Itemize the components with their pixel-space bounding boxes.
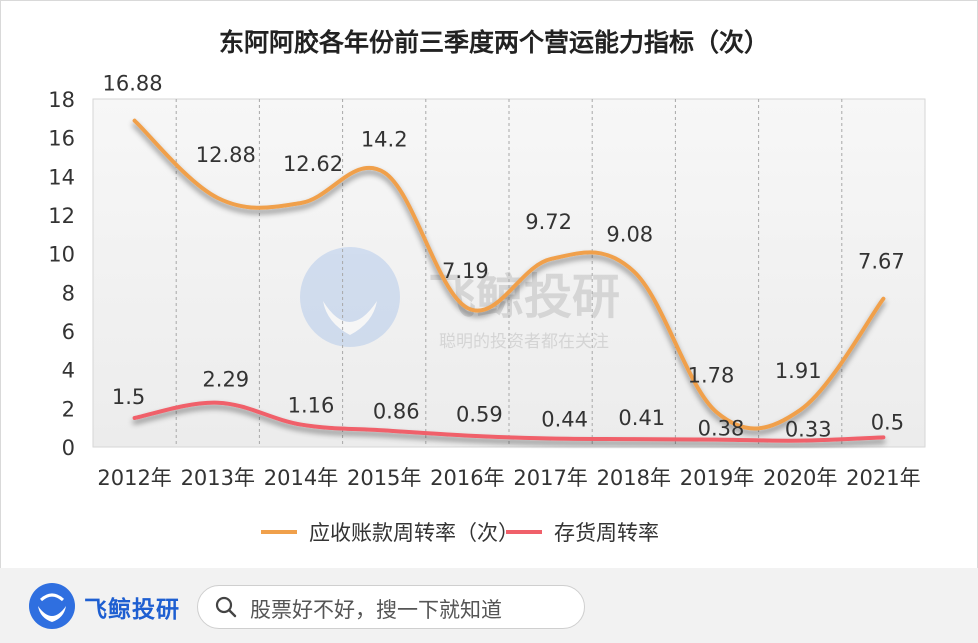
legend-label: 存货周转率: [554, 521, 659, 545]
y-tick-label: 0: [62, 436, 75, 460]
data-point: [133, 416, 137, 420]
x-tick-label: 2012年: [97, 466, 171, 490]
data-point: [382, 428, 386, 432]
data-point: [299, 201, 303, 205]
data-point: [216, 196, 220, 200]
x-tick-label: 2015年: [347, 466, 421, 490]
search-icon[interactable]: [214, 595, 238, 619]
data-point: [216, 401, 220, 405]
y-tick-label: 2: [62, 397, 75, 421]
data-label: 7.67: [858, 250, 905, 274]
data-label: 7.19: [442, 259, 489, 283]
data-label: 1.91: [775, 359, 822, 383]
y-tick-label: 6: [62, 320, 75, 344]
data-point: [881, 435, 885, 439]
whale-logo-icon[interactable]: [28, 582, 76, 630]
data-label: 0.38: [698, 417, 745, 441]
data-label: 2.29: [202, 368, 249, 392]
brand-name[interactable]: 飞鲸投研: [84, 597, 180, 623]
x-tick-label: 2014年: [264, 466, 338, 490]
grid: [175, 99, 843, 447]
data-label: 9.72: [525, 210, 572, 234]
x-tick-label: 2016年: [430, 466, 504, 490]
watermark: 飞鲸投研 聪明的投资者都在关注: [300, 247, 620, 352]
data-point: [549, 436, 553, 440]
series-line: [132, 400, 886, 443]
whale-logo-watermark: [300, 247, 400, 347]
search-input[interactable]: 股票好不好，搜一下就知道: [197, 585, 585, 629]
y-tick-label: 18: [48, 88, 75, 112]
chart-frame: 东阿阿胶各年份前三季度两个营运能力指标（次） 飞鲸投研 聪明的投资者都在关注 0…: [0, 0, 978, 569]
data-point: [465, 306, 469, 310]
legend-label: 应收账款周转率（次）: [309, 521, 519, 545]
data-point: [632, 269, 636, 273]
data-label: 0.44: [541, 407, 588, 431]
data-label: 1.16: [288, 394, 335, 418]
watermark-slogan: 聪明的投资者都在关注: [439, 332, 609, 352]
data-label: 1.5: [112, 385, 145, 409]
data-point: [881, 297, 885, 301]
x-tick-label: 2017年: [513, 466, 587, 490]
y-tick-label: 14: [48, 165, 75, 189]
x-tick-label: 2013年: [181, 466, 255, 490]
data-point: [715, 411, 719, 415]
data-point: [549, 257, 553, 261]
data-point: [715, 438, 719, 442]
y-axis: 0 2 4 6 8 10 12 14 16 18: [48, 88, 75, 460]
data-labels: 16.88 12.88 12.62 14.2 7.19 9.72 9.08 1.78 1.91 7…: [103, 72, 905, 442]
data-point: [798, 439, 802, 443]
data-label: 0.33: [785, 418, 832, 442]
line-chart: 东阿阿胶各年份前三季度两个营运能力指标（次） 飞鲸投研 聪明的投资者都在关注 0…: [48, 28, 926, 545]
data-point: [382, 170, 386, 174]
data-label: 12.88: [196, 143, 256, 167]
y-tick-label: 16: [48, 127, 75, 151]
x-tick-label: 2020年: [763, 466, 837, 490]
x-tick-label: 2021年: [846, 466, 920, 490]
legend: 应收账款周转率（次） 存货周转率: [261, 521, 659, 545]
x-tick-label: 2018年: [597, 466, 671, 490]
data-label: 0.86: [373, 399, 420, 423]
data-point: [798, 408, 802, 412]
x-axis: 2012年 2013年 2014年 2015年 2016年 2017年 2018年 2019年…: [97, 466, 920, 490]
data-label: 16.88: [103, 72, 163, 96]
x-tick-label: 2019年: [680, 466, 754, 490]
series-lines: [132, 118, 886, 443]
data-label: 0.41: [618, 406, 665, 430]
chart-title: 东阿阿胶各年份前三季度两个营运能力指标（次）: [219, 28, 769, 57]
data-label: 0.59: [456, 403, 503, 427]
data-label: 14.2: [361, 127, 408, 151]
data-label: 12.62: [283, 152, 343, 176]
data-point: [465, 434, 469, 438]
y-tick-label: 10: [48, 243, 75, 267]
y-tick-label: 12: [48, 204, 75, 228]
data-point: [632, 437, 636, 441]
y-tick-label: 4: [62, 359, 75, 383]
y-tick-label: 8: [62, 281, 75, 305]
data-label: 1.78: [688, 364, 735, 388]
data-point: [133, 119, 137, 123]
search-placeholder: 股票好不好，搜一下就知道: [250, 598, 502, 622]
data-point: [299, 423, 303, 427]
data-label: 9.08: [606, 222, 653, 246]
data-label: 0.5: [871, 410, 904, 434]
footer-bar: 飞鲸投研 股票好不好，搜一下就知道: [0, 568, 978, 643]
series-line: [132, 118, 886, 431]
